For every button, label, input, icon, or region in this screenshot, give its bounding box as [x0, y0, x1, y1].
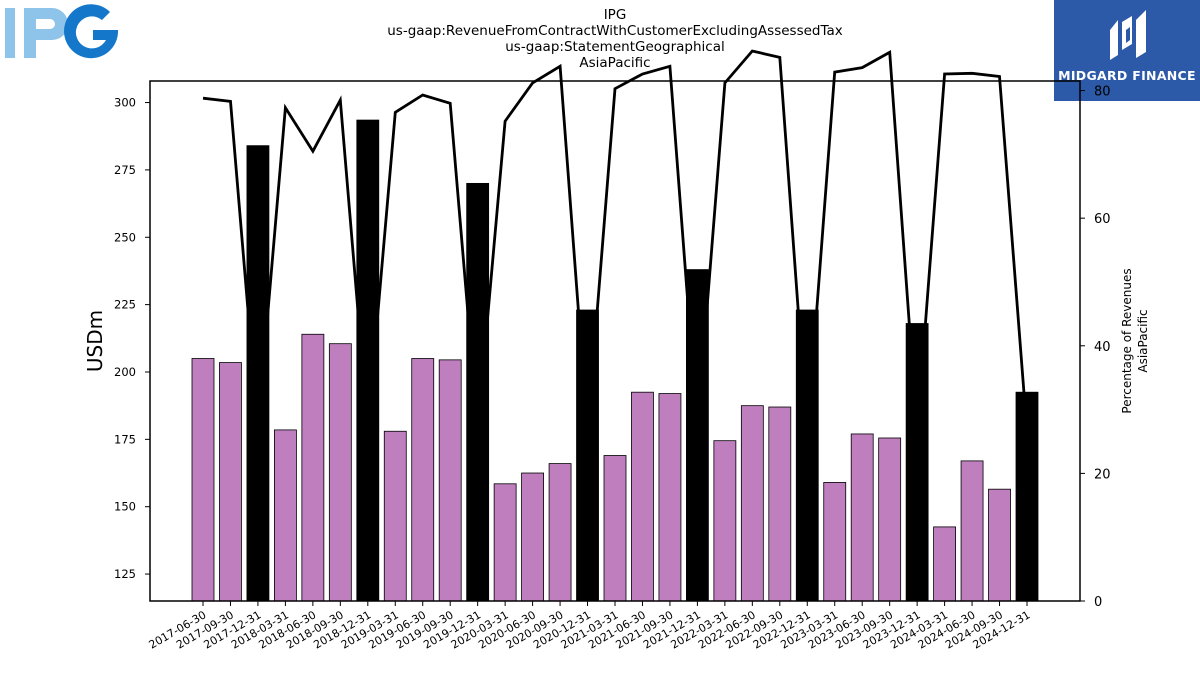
bar-2022-12-31	[795, 309, 819, 602]
bar-2019-03-31	[383, 430, 407, 602]
bar-2019-09-30	[438, 359, 462, 602]
y-tick-label-175: 175	[114, 432, 136, 446]
bar-2021-09-30	[658, 393, 682, 602]
bar-2021-03-31	[603, 455, 627, 602]
bar-2020-09-30	[548, 463, 572, 602]
y-tick-label-225: 225	[114, 298, 136, 312]
ipg-logo-g-shape	[64, 4, 119, 59]
bar-2020-12-31	[576, 309, 599, 602]
y-tick-label-300: 300	[114, 96, 136, 110]
bar-2024-06-30	[960, 460, 984, 602]
bar-2023-06-30	[850, 433, 874, 602]
midgard-logo-icon	[1110, 10, 1146, 60]
bar-2024-03-31	[933, 526, 956, 602]
y-axis-label: USDm	[83, 310, 107, 372]
ipg-logo-i-shape	[5, 8, 15, 58]
bar-2018-12-31	[356, 119, 380, 602]
percentage-line	[202, 49, 1029, 436]
y2-tick-label-40: 40	[1094, 340, 1111, 355]
bar-2019-06-30	[411, 358, 435, 602]
bar-2023-09-30	[878, 437, 902, 602]
y-tick-label-250: 250	[114, 230, 136, 244]
bar-2020-06-30	[521, 472, 544, 602]
bar-2022-06-30	[740, 405, 764, 602]
y2-tick-label-20: 20	[1094, 467, 1111, 482]
bar-2022-09-30	[768, 406, 792, 602]
chart-title-line-1: IPG	[603, 7, 627, 23]
y2-axis-label-line-1: Percentage of Revenues	[1120, 268, 1134, 413]
bar-2019-12-31	[466, 182, 490, 602]
bar-2017-09-30	[219, 362, 242, 602]
y2-tick-label-0: 0	[1094, 595, 1102, 610]
chart-title-line-3: us-gaap:StatementGeographical	[505, 39, 725, 55]
y2-tick-label-80: 80	[1094, 85, 1111, 100]
x-axis: 2017-06-302017-09-302017-12-312018-03-31…	[147, 601, 1033, 652]
ipg-logo-p-shape	[24, 8, 68, 58]
y-tick-label-275: 275	[114, 163, 136, 177]
bar-2018-03-31	[273, 429, 297, 602]
line-layer	[202, 49, 1029, 436]
chart-title-line-2: us-gaap:RevenueFromContractWithCustomerE…	[387, 23, 843, 39]
y-tick-label-125: 125	[114, 567, 136, 581]
bar-2022-03-31	[713, 440, 737, 602]
ipg-logo	[0, 0, 130, 70]
bar-2023-03-31	[823, 482, 847, 602]
midgard-logo-text: MIDGARD FINANCE	[1058, 68, 1196, 83]
bar-2018-06-30	[301, 333, 325, 602]
y-tick-label-150: 150	[114, 500, 136, 514]
bars-layer	[191, 119, 1039, 602]
bar-2023-12-31	[905, 323, 929, 602]
bar-2017-06-30	[191, 358, 215, 602]
bar-2018-09-30	[328, 343, 352, 602]
y2-axis-label-line-2: AsiaPacific	[1136, 309, 1150, 372]
y-axis-right: 0 20 40 60 80	[1080, 85, 1111, 610]
chart-title-line-4: AsiaPacific	[579, 55, 651, 71]
y2-tick-label-60: 60	[1094, 212, 1111, 227]
bar-2017-12-31	[246, 145, 270, 602]
y-axis-left: 125 150 175 200 225 250 275 300	[114, 96, 150, 581]
y-tick-label-200: 200	[114, 365, 136, 379]
ipg-logo-graphic	[5, 4, 119, 59]
bar-2024-09-30	[988, 488, 1011, 602]
midgard-finance-logo: MIDGARD FINANCE	[1054, 0, 1200, 101]
bar-2021-06-30	[631, 391, 654, 602]
bar-2020-03-31	[493, 483, 517, 602]
